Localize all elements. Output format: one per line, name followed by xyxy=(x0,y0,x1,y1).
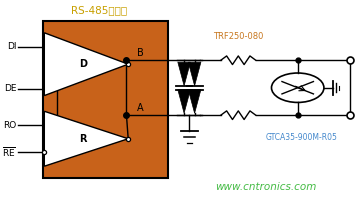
Text: DI: DI xyxy=(7,42,16,51)
Text: A: A xyxy=(137,103,144,113)
Bar xyxy=(43,21,168,178)
Text: D: D xyxy=(79,59,87,69)
Polygon shape xyxy=(44,111,128,166)
Text: B: B xyxy=(137,48,144,58)
Text: RS-485收发器: RS-485收发器 xyxy=(71,5,127,15)
Polygon shape xyxy=(188,90,201,113)
Polygon shape xyxy=(178,62,190,86)
Polygon shape xyxy=(188,62,201,86)
Text: www.cntronics.com: www.cntronics.com xyxy=(215,182,317,192)
Text: DE: DE xyxy=(4,84,16,93)
Text: RO: RO xyxy=(3,121,16,130)
Text: TRF250-080: TRF250-080 xyxy=(213,32,264,41)
Polygon shape xyxy=(178,90,190,113)
Text: GTCA35-900M-R05: GTCA35-900M-R05 xyxy=(265,133,337,142)
Text: $\overline{\rm RE}$: $\overline{\rm RE}$ xyxy=(3,145,16,159)
Text: R: R xyxy=(79,134,87,144)
Polygon shape xyxy=(44,33,128,96)
